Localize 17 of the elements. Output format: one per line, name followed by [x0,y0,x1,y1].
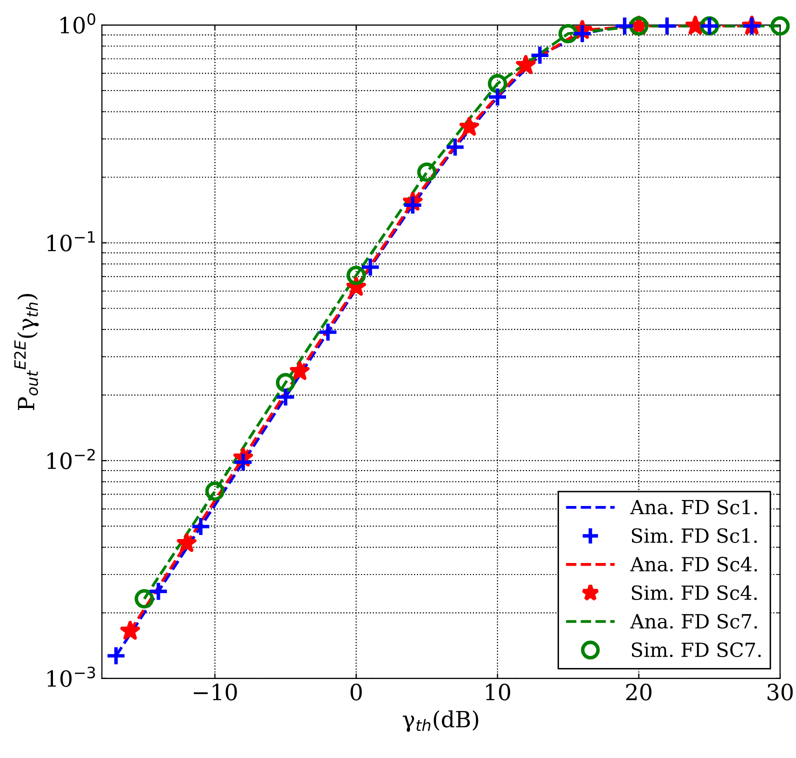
x-tick-label: 0 [350,684,362,700]
x-tick-label: −10 [194,684,237,700]
legend-label: Ana. FD Sc1. [630,500,757,514]
legend-label: Sim. FD SC7. [632,642,761,658]
x-axis-title: γ$_{th}$(dB) [402,710,478,732]
y-axis-title: P$_{out}$$^{E2E}$(γ$_{th}$) [14,294,39,410]
legend-label: Ana. FD Sc4. [630,556,757,572]
legend-label: Sim. FD Sc1. [632,528,757,543]
y-tick-label: 10$^{−2}$ [48,448,95,470]
y-tick-label: 10$^{−1}$ [48,231,95,252]
y-tick-label: 10$^{0}$ [60,13,96,34]
x-tick-label: 20 [626,684,652,700]
legend-label: Sim. FD Sc4. [632,585,757,600]
legend-label: Ana. FD Sc7. [630,614,757,629]
x-tick-label: 10 [486,684,510,700]
y-tick-label: 10$^{−3}$ [48,666,95,687]
x-tick-label: 30 [768,684,793,700]
